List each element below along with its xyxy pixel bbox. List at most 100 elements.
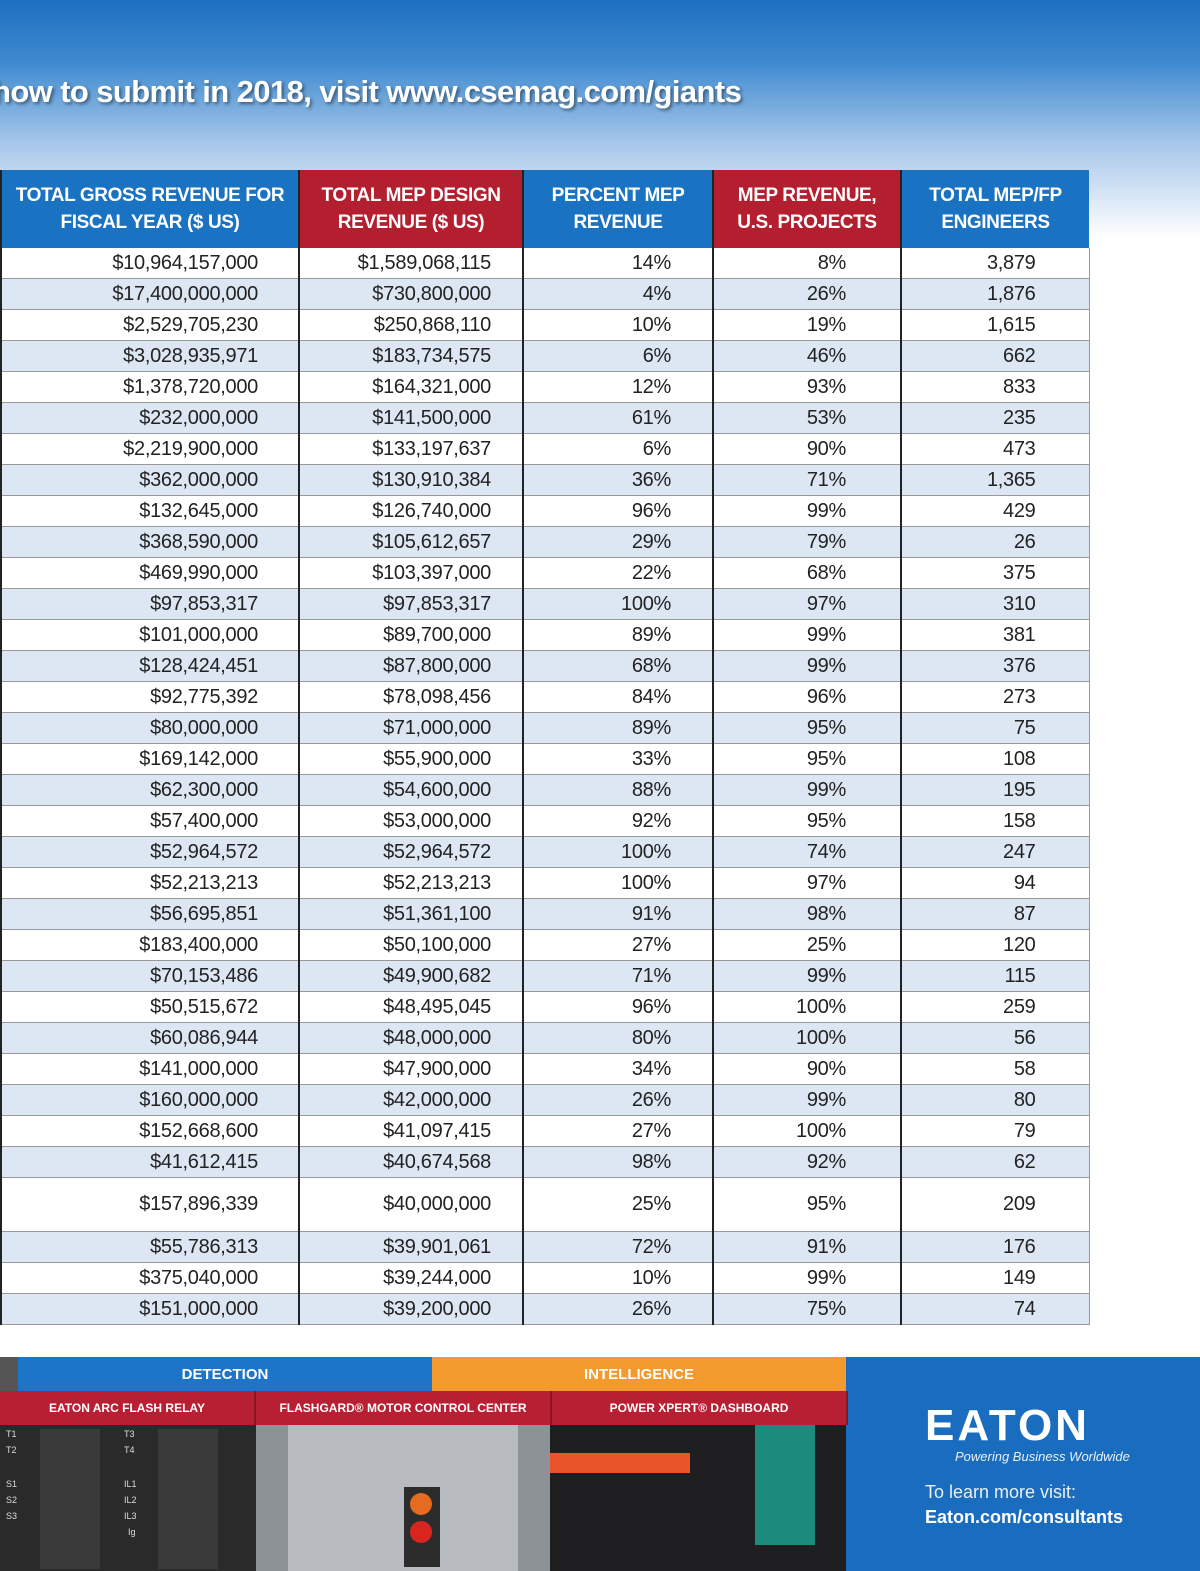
table-cell: 100% [522, 867, 713, 899]
bar-label: DETECTION [18, 1357, 432, 1391]
table-cell: $52,213,213 [0, 867, 299, 899]
table-cell: 96% [712, 681, 901, 713]
table-cell: $70,153,486 [0, 960, 299, 992]
table-row: $3,028,935,971 $183,734,575 6% 46% 662 [0, 340, 1090, 372]
table-cell: 89% [522, 619, 713, 651]
table-row: $157,896,339 $40,000,000 25% 95% 209 [0, 1177, 1090, 1232]
table-row: $151,000,000 $39,200,000 26% 75% 74 [0, 1293, 1090, 1325]
table-cell: $47,900,000 [298, 1053, 523, 1085]
url[interactable]: Eaton.com/consultants [925, 1507, 1124, 1527]
table-cell: 61% [522, 402, 713, 434]
table-cell: 25% [522, 1177, 713, 1232]
table-cell: 34% [522, 1053, 713, 1085]
relay-label: S2 [6, 1495, 18, 1505]
table-cell: 33% [522, 743, 713, 775]
table-cell: 100% [522, 588, 713, 620]
table-cell: 79% [712, 526, 901, 558]
table-cell: $89,700,000 [298, 619, 523, 651]
advertisement: DETECTION INTELLIGENCE EATON ARC FLASH R… [0, 1357, 1200, 1571]
table-row: $128,424,451 $87,800,000 68% 99% 376 [0, 650, 1090, 682]
tagline: Powering Business Worldwide [955, 1449, 1130, 1464]
table-cell: 75% [712, 1293, 901, 1325]
table-cell: 120 [900, 929, 1090, 961]
table-cell: $183,400,000 [0, 929, 299, 961]
relay-label: T1 [6, 1429, 17, 1439]
relay-label: S3 [6, 1511, 18, 1521]
relay-label: IL2 [124, 1495, 137, 1505]
table-cell: 68% [712, 557, 901, 589]
table-cell: $39,901,061 [298, 1231, 523, 1263]
relay-label: T4 [124, 1445, 135, 1455]
table-cell: 273 [900, 681, 1090, 713]
table-cell: $151,000,000 [0, 1293, 299, 1325]
table-cell: $50,100,000 [298, 929, 523, 961]
table-cell: 99% [712, 619, 901, 651]
table-cell: 6% [522, 340, 713, 372]
cta: To learn more visit: [925, 1482, 1077, 1502]
table-cell: $152,668,600 [0, 1115, 299, 1147]
table-cell: 662 [900, 340, 1090, 372]
table-cell: 100% [522, 836, 713, 868]
table-cell: $730,800,000 [298, 278, 523, 310]
table-cell: $1,378,720,000 [0, 371, 299, 403]
relay-label: Ig [128, 1527, 136, 1537]
table-cell: $54,600,000 [298, 774, 523, 806]
table-cell: $39,244,000 [298, 1262, 523, 1294]
table-cell: $97,853,317 [0, 588, 299, 620]
table-cell: 26% [712, 278, 901, 310]
table-row: $52,964,572 $52,964,572 100% 74% 247 [0, 836, 1090, 868]
table-cell: $2,529,705,230 [0, 309, 299, 341]
table-cell: $101,000,000 [0, 619, 299, 651]
table-cell: 108 [900, 743, 1090, 775]
table-cell: 27% [522, 929, 713, 961]
table-cell: $52,964,572 [0, 836, 299, 868]
table-cell: $105,612,657 [298, 526, 523, 558]
table-cell: 74% [712, 836, 901, 868]
table-cell: 80 [900, 1084, 1090, 1116]
table-cell: $55,786,313 [0, 1231, 299, 1263]
relay-label: IL3 [124, 1511, 137, 1521]
table-cell: 88% [522, 774, 713, 806]
table-cell: 1,615 [900, 309, 1090, 341]
table-cell: 29% [522, 526, 713, 558]
relay-image [0, 1425, 256, 1571]
table-cell: 96% [522, 991, 713, 1023]
table-cell: $2,219,900,000 [0, 433, 299, 465]
table-cell: 176 [900, 1231, 1090, 1263]
table-cell: 381 [900, 619, 1090, 651]
table-row: $97,853,317 $97,853,317 100% 97% 310 [0, 588, 1090, 620]
table-cell: 62 [900, 1146, 1090, 1178]
table-cell: 90% [712, 1053, 901, 1085]
table-cell: 91% [522, 898, 713, 930]
table-cell: $132,645,000 [0, 495, 299, 527]
table-cell: $368,590,000 [0, 526, 299, 558]
ranking-table: TOTAL GROSS REVENUE FOR FISCAL YEAR ($ U… [0, 170, 1090, 1325]
table-body: $10,964,157,000 $1,589,068,115 14% 8% 3,879 $… [0, 248, 1090, 1325]
table-row: $2,529,705,230 $250,868,110 10% 19% 1,615 [0, 309, 1090, 341]
table-cell: 56 [900, 1022, 1090, 1054]
table-cell: 100% [712, 1022, 901, 1054]
table-cell: 209 [900, 1177, 1090, 1232]
table-cell: 100% [712, 991, 901, 1023]
table-cell: 14% [522, 248, 713, 279]
table-cell: 3,879 [900, 248, 1090, 279]
table-cell: $42,000,000 [298, 1084, 523, 1116]
table-cell: 87 [900, 898, 1090, 930]
relay-label: T3 [124, 1429, 135, 1439]
table-cell: 99% [712, 495, 901, 527]
table-cell: 26% [522, 1084, 713, 1116]
table-cell: $40,000,000 [298, 1177, 523, 1232]
table-cell: $17,400,000,000 [0, 278, 299, 310]
column-header: MEP REVENUE, U.S. PROJECTS [712, 170, 901, 248]
table-row: $375,040,000 $39,244,000 10% 99% 149 [0, 1262, 1090, 1294]
table-cell: 36% [522, 464, 713, 496]
table-row: $2,219,900,000 $133,197,637 6% 90% 473 [0, 433, 1090, 465]
table-row: $469,990,000 $103,397,000 22% 68% 375 [0, 557, 1090, 589]
table-row: $152,668,600 $41,097,415 27% 100% 79 [0, 1115, 1090, 1147]
table-cell: $39,200,000 [298, 1293, 523, 1325]
table-row: $80,000,000 $71,000,000 89% 95% 75 [0, 712, 1090, 744]
table-cell: 71% [712, 464, 901, 496]
table-row: $10,964,157,000 $1,589,068,115 14% 8% 3,879 [0, 248, 1090, 279]
table-cell: 195 [900, 774, 1090, 806]
table-cell: 100% [712, 1115, 901, 1147]
